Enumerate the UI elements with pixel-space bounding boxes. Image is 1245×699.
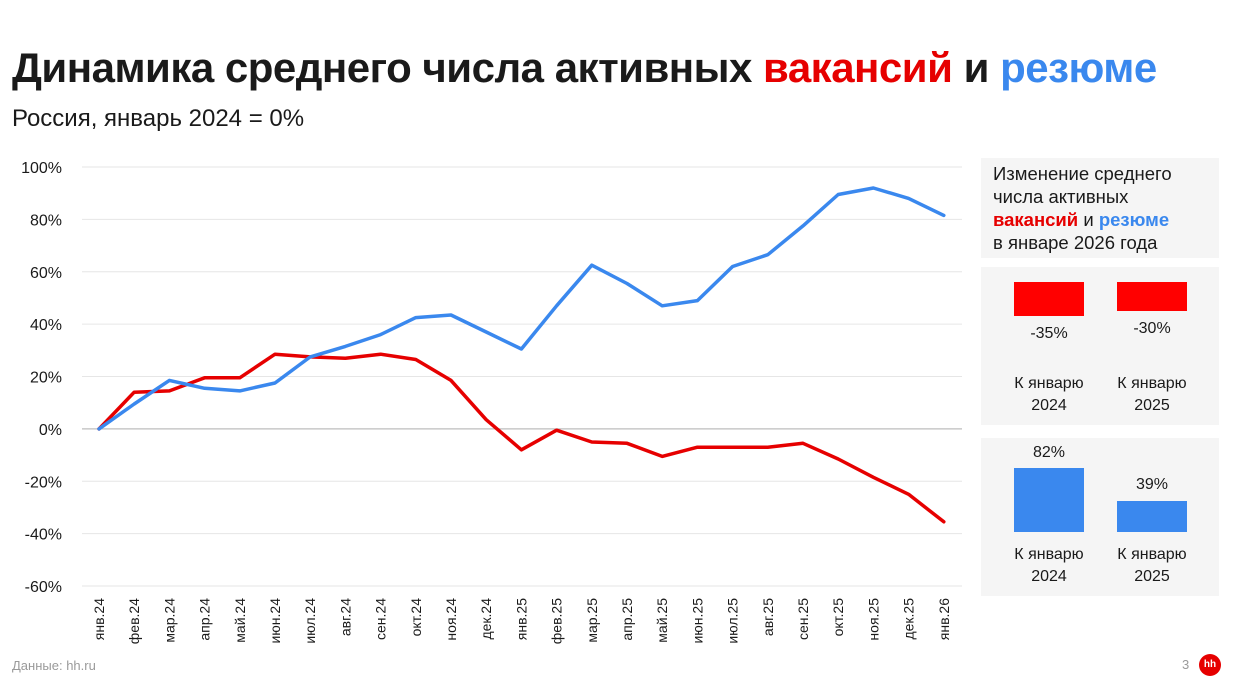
x-tick-label: сен.25 (795, 598, 811, 640)
x-tick-label: июн.24 (267, 598, 283, 644)
caption-year: 2025 (1134, 568, 1170, 585)
x-tick-label: авг.25 (760, 598, 776, 636)
y-tick-label: -20% (25, 474, 62, 491)
resumes-value-2024: 82% (1032, 444, 1066, 461)
title-text: Динамика среднего числа активных (12, 44, 764, 91)
heading-line-3: вакансий и резюме (993, 208, 1207, 231)
x-tick-label: июн.25 (689, 598, 705, 644)
resumes-series-line (97, 186, 946, 431)
x-tick-label: май.24 (232, 598, 248, 643)
caption-line: К январю (1014, 546, 1084, 563)
heading-and: и (1078, 209, 1099, 230)
vacancies-bar-2024 (1014, 282, 1084, 316)
caption-year: 2025 (1134, 397, 1170, 414)
x-tick-label: окт.24 (408, 598, 424, 637)
page-subtitle: Россия, январь 2024 = 0% (12, 105, 305, 132)
y-tick-label: 80% (30, 212, 62, 229)
x-tick-label: июл.24 (302, 598, 318, 644)
resumes-caption-2025: К январю 2025 (1097, 544, 1207, 588)
vacancies-value-2025: -30% (1133, 320, 1171, 337)
x-tick-label: янв.26 (936, 598, 952, 640)
title-and: и (952, 44, 1001, 91)
page-number: 3 (1182, 657, 1190, 672)
heading-line-4: в январе 2026 года (993, 232, 1158, 253)
hh-logo: hh (1199, 654, 1221, 676)
heading-vacancies: вакансий (993, 209, 1079, 230)
caption-year: 2024 (1031, 568, 1067, 585)
y-tick-label: 20% (30, 370, 62, 387)
x-tick-label: мар.24 (161, 598, 177, 643)
x-tick-label: дек.25 (901, 598, 917, 640)
x-tick-label: ноя.24 (443, 598, 459, 641)
y-tick-label: 100% (21, 160, 62, 177)
x-tick-label: дек.24 (478, 598, 494, 640)
title-resumes: резюме (1000, 44, 1157, 91)
y-tick-label: 40% (30, 317, 62, 334)
caption-year: 2024 (1031, 397, 1067, 414)
side-panel-heading: Изменение среднего числа активных ваканс… (981, 158, 1219, 258)
y-tick-label: -40% (25, 527, 62, 544)
x-tick-label: ноя.25 (865, 598, 881, 641)
y-tick-label: -60% (25, 579, 62, 596)
vacancies-change-panel: -35% -30% К январю 2024 К январю 2025 (981, 267, 1219, 425)
x-tick-label: май.25 (654, 598, 670, 643)
y-tick-label: 60% (30, 265, 62, 282)
x-tick-label: июл.25 (725, 598, 741, 644)
vacancies-series-line (97, 352, 946, 524)
caption-line: К январю (1117, 375, 1187, 392)
title-vacancies: вакансий (763, 44, 953, 91)
data-source-note: Данные: hh.ru (12, 658, 96, 673)
vacancies-caption-2025: К январю 2025 (1097, 373, 1207, 417)
x-tick-label: апр.24 (197, 598, 213, 641)
x-tick-label: сен.24 (373, 598, 389, 640)
resumes-bar-2025 (1117, 501, 1187, 532)
resumes-bar-2024 (1014, 468, 1084, 532)
x-tick-label: авг.24 (337, 598, 353, 636)
x-tick-label: фев.24 (126, 598, 142, 644)
x-tick-label: окт.25 (830, 598, 846, 637)
vacancies-caption-2024: К январю 2024 (994, 373, 1104, 417)
x-tick-label: апр.25 (619, 598, 635, 641)
heading-line-2: числа активных (993, 186, 1129, 207)
page-title: Динамика среднего числа активных ваканси… (12, 42, 1157, 94)
heading-resumes: резюме (1098, 209, 1170, 230)
resumes-caption-2024: К январю 2024 (994, 544, 1104, 588)
resumes-value-2025: 39% (1135, 476, 1169, 493)
caption-line: К январю (1117, 546, 1187, 563)
y-tick-label: 0% (39, 422, 62, 439)
caption-line: К январю (1014, 375, 1084, 392)
x-tick-label: фев.25 (549, 598, 565, 644)
x-tick-label: янв.24 (91, 598, 107, 640)
vacancies-value-2024: -35% (1030, 325, 1068, 342)
x-tick-label: мар.25 (584, 598, 600, 643)
heading-line-1: Изменение среднего (993, 163, 1172, 184)
line-chart: 100% 80% 60% 40% 20% 0% -20% -40% -60% янв.24 фев.… (21, 160, 962, 644)
vacancies-bar-2025 (1117, 282, 1187, 311)
x-tick-label: янв.25 (513, 598, 529, 640)
resumes-change-panel: 82% 39% К январю 2024 К январю 2025 (981, 438, 1219, 596)
